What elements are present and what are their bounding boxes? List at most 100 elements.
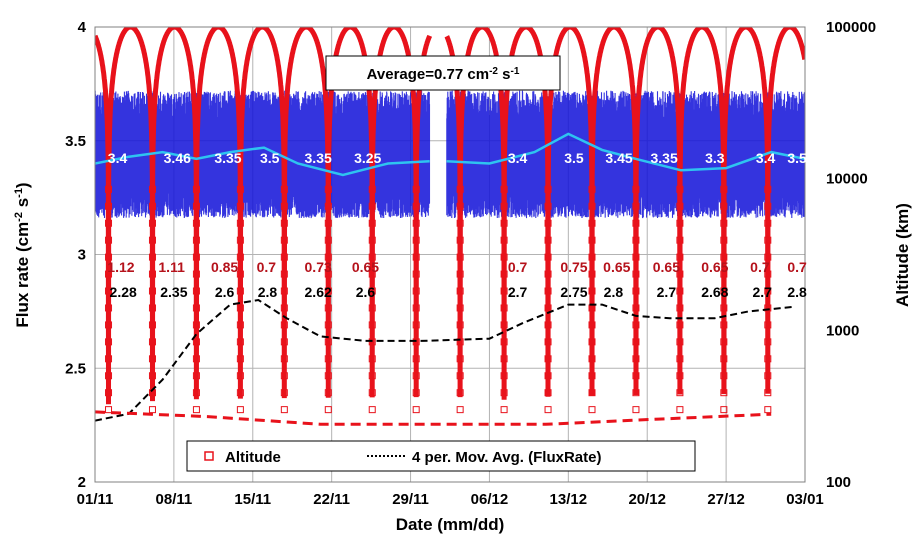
altitude-point	[105, 253, 113, 261]
altitude-point	[324, 406, 332, 414]
altitude-point	[324, 270, 332, 278]
flux-label-2: 3.35	[214, 150, 241, 166]
altitude-point	[148, 253, 156, 261]
altitude-point	[632, 185, 640, 193]
smooth-flux-line-right	[446, 132, 805, 172]
altitude-point	[280, 185, 288, 193]
rate-label-10: 0.65	[701, 259, 728, 275]
altitude-point	[105, 406, 113, 414]
altitude-point	[544, 270, 552, 278]
altitude-point	[105, 389, 113, 397]
altitude-point	[368, 321, 376, 329]
altitude-point	[456, 321, 464, 329]
y-right-tick-label-3: 100000	[826, 19, 876, 36]
altitude-point	[544, 185, 552, 193]
legend-mavg-label: 4 per. Mov. Avg. (FluxRate)	[412, 449, 601, 466]
altitude-point	[500, 406, 508, 414]
y-left-tick-label-3: 3.5	[65, 133, 86, 150]
altitude-point	[368, 236, 376, 244]
altitude-point	[324, 253, 332, 261]
avg-label-12: 2.8	[787, 284, 807, 300]
altitude-point	[412, 389, 420, 397]
altitude-point	[412, 185, 420, 193]
flux-label-1: 3.46	[164, 150, 191, 166]
altitude-point	[456, 236, 464, 244]
average-box: Average=0.77 cm-2 s-1	[325, 55, 561, 91]
altitude-point	[632, 321, 640, 329]
altitude-point	[324, 338, 332, 346]
flux-label-8: 3.45	[605, 150, 632, 166]
altitude-point	[280, 287, 288, 295]
altitude-point	[192, 270, 200, 278]
rate-label-9: 0.65	[653, 259, 680, 275]
altitude-point	[764, 304, 772, 312]
altitude-point	[500, 185, 508, 193]
altitude-point	[412, 372, 420, 380]
altitude-point	[676, 253, 684, 261]
altitude-point	[324, 372, 332, 380]
altitude-point	[632, 253, 640, 261]
altitude-point	[544, 219, 552, 227]
y-axis-left-ticks: 2 2.5 3 3.5 4	[65, 19, 87, 491]
legend-altitude-marker	[204, 451, 214, 461]
altitude-point	[720, 304, 728, 312]
altitude-point	[280, 270, 288, 278]
altitude-point	[368, 304, 376, 312]
y-left-tick-label-0: 2	[78, 474, 86, 491]
altitude-point	[456, 355, 464, 363]
altitude-point	[105, 236, 113, 244]
altitude-point	[105, 202, 113, 210]
altitude-point	[280, 372, 288, 380]
altitude-point	[764, 270, 772, 278]
x-tick-label-6: 13/12	[550, 491, 588, 508]
rate-label-12: 0.7	[787, 259, 807, 275]
altitude-point	[676, 236, 684, 244]
altitude-point	[368, 253, 376, 261]
altitude-point	[720, 253, 728, 261]
altitude-point	[192, 236, 200, 244]
altitude-point	[676, 321, 684, 329]
altitude-point	[632, 236, 640, 244]
altitude-point	[632, 287, 640, 295]
altitude-point	[412, 406, 420, 414]
altitude-point	[148, 406, 156, 414]
altitude-point	[544, 406, 552, 414]
altitude-point	[456, 406, 464, 414]
rate-label-5: 0.65	[352, 259, 379, 275]
altitude-point	[412, 321, 420, 329]
rate-label-8: 0.65	[603, 259, 630, 275]
avg-label-1: 2.35	[160, 284, 187, 300]
altitude-point	[236, 304, 244, 312]
x-tick-label-7: 20/12	[628, 491, 666, 508]
avg-label-9: 2.7	[657, 284, 677, 300]
altitude-point	[105, 185, 113, 193]
altitude-point	[412, 270, 420, 278]
avg-label-0: 2.28	[110, 284, 137, 300]
altitude-point	[544, 253, 552, 261]
altitude-point	[148, 338, 156, 346]
y-left-title-sup1: -2	[13, 212, 25, 222]
altitude-point	[764, 253, 772, 261]
plot-frame	[94, 26, 806, 483]
rate-label-6: 0.7	[508, 259, 528, 275]
svg-text:Flux rate (cm-2 s-1): Flux rate (cm-2 s-1)	[13, 182, 32, 327]
altitude-point	[192, 406, 200, 414]
x-tick-label-8: 27/12	[707, 491, 745, 508]
altitude-point	[764, 321, 772, 329]
altitude-point	[676, 287, 684, 295]
y-axis-right-title: Altitude (km)	[893, 203, 912, 307]
y-left-title-main: Flux rate (cm	[13, 222, 32, 328]
flux-label-10: 3.3	[705, 150, 725, 166]
altitude-point	[676, 389, 684, 397]
flux-label-3: 3.5	[260, 150, 280, 166]
y-left-tick-label-2: 3	[78, 247, 86, 264]
altitude-point	[764, 185, 772, 193]
avg-label-8: 2.8	[604, 284, 624, 300]
altitude-point	[412, 236, 420, 244]
altitude-point	[764, 372, 772, 380]
altitude-point	[456, 185, 464, 193]
flux-label-12: 3.5	[787, 150, 807, 166]
x-axis-ticks: 01/11 08/11 15/11 22/11 29/11 06/12 13/12 20/12…	[77, 491, 824, 508]
altitude-point	[148, 185, 156, 193]
rate-value-labels: 1.12 1.11 0.85 0.7 0.73 0.65 0.7 0.75 0.65 0.65 0.…	[107, 259, 807, 275]
